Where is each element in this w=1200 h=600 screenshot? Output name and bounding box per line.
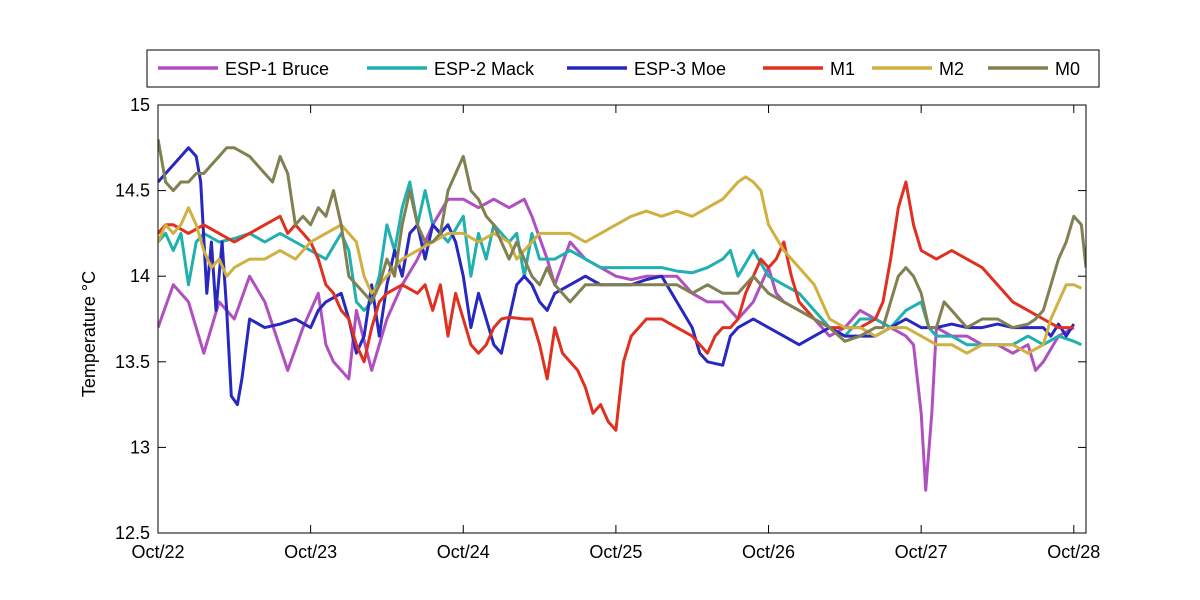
- y-tick-label: 13: [130, 437, 150, 457]
- legend-label: M1: [830, 59, 855, 79]
- y-tick-label: 14: [130, 266, 150, 286]
- x-tick-label: Oct/25: [589, 542, 642, 562]
- legend-label: ESP-3 Moe: [634, 59, 726, 79]
- series-line-m1: [158, 180, 1074, 432]
- y-axis-label: Temperature °C: [79, 271, 99, 397]
- x-tick-label: Oct/22: [131, 542, 184, 562]
- plot-background: [158, 105, 1086, 533]
- x-tick-label: Oct/27: [895, 542, 948, 562]
- series-line-m0: [158, 138, 1086, 343]
- y-tick-label: 15: [130, 95, 150, 115]
- y-tick-label: 14.5: [115, 181, 150, 201]
- x-tick-label: Oct/23: [284, 542, 337, 562]
- y-axis: 12.5 13 13.5 14 14.5 15: [115, 95, 1086, 543]
- series-line-m2: [158, 175, 1083, 355]
- series-line-esp-1-bruce: [158, 197, 1075, 492]
- y-tick-label: 13.5: [115, 352, 150, 372]
- legend-label: ESP-2 Mack: [434, 59, 535, 79]
- legend-label: ESP-1 Bruce: [225, 59, 329, 79]
- legend-label: M0: [1055, 59, 1080, 79]
- x-tick-label: Oct/28: [1047, 542, 1100, 562]
- x-tick-label: Oct/26: [742, 542, 795, 562]
- y-tick-label: 12.5: [115, 523, 150, 543]
- x-tick-label: Oct/24: [437, 542, 490, 562]
- series-layer: [158, 138, 1086, 492]
- legend-label: M2: [939, 59, 964, 79]
- plot-frame: [157, 104, 1087, 534]
- legend: ESP-1 Bruce ESP-2 Mack ESP-3 Moe M1 M2 M0: [146, 49, 1100, 88]
- x-axis: Oct/22 Oct/23 Oct/24 Oct/25 Oct/26 Oct/27 Oct/…: [131, 105, 1100, 562]
